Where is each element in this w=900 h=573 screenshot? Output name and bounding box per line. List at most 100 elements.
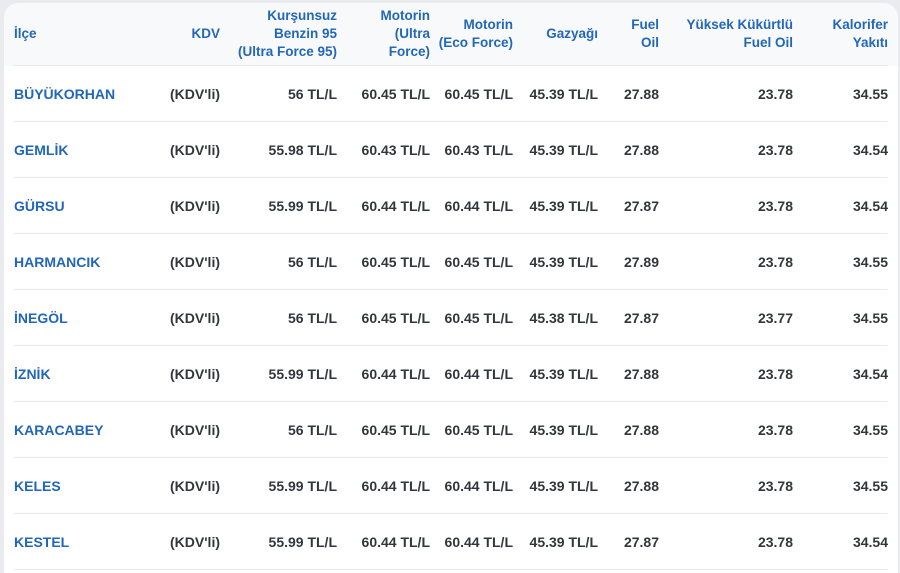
price-cell-yuksek-kukurtlu: 23.78 — [659, 177, 793, 234]
price-cell-kalorifer: 34.54 — [793, 121, 888, 178]
price-cell-motorin-ultra: 60.45 TL/L — [337, 401, 430, 458]
table-header: İlçe KDV Kurşunsuz Benzin 95 (Ultra Force 95… — [14, 3, 888, 66]
price-cell-kalorifer: 34.55 — [793, 401, 888, 458]
price-cell-fuel-oil: 27.88 — [598, 65, 659, 122]
table-row: GÜRSU (KDV'li) 55.99 TL/L 60.44 TL/L 60.… — [14, 177, 888, 234]
column-header-motorin-eco: Motorin (Eco Force) — [430, 3, 513, 66]
column-header-fuel-oil: Fuel Oil — [598, 3, 659, 66]
kdv-cell: (KDV'li) — [164, 233, 220, 290]
price-cell-fuel-oil: 27.88 — [598, 457, 659, 514]
table-header-row: İlçe KDV Kurşunsuz Benzin 95 (Ultra Force 95… — [14, 3, 888, 66]
price-cell-motorin-ultra: 60.44 TL/L — [337, 177, 430, 234]
district-link[interactable]: GEMLİK — [14, 141, 69, 158]
column-header-kdv: KDV — [164, 3, 220, 66]
kdv-cell: (KDV'li) — [164, 457, 220, 514]
price-cell-yuksek-kukurtlu: 23.78 — [659, 457, 793, 514]
district-link[interactable]: KESTEL — [14, 533, 70, 550]
price-cell-fuel-oil: 27.88 — [598, 401, 659, 458]
column-header-gazyagi: Gazyağı — [513, 3, 598, 66]
price-cell-motorin-ultra: 60.45 TL/L — [337, 65, 430, 122]
fuel-table-body: BÜYÜKORHAN (KDV'li) 56 TL/L 60.45 TL/L 6… — [14, 65, 888, 570]
district-link[interactable]: GÜRSU — [14, 197, 65, 214]
price-cell-yuksek-kukurtlu: 23.78 — [659, 65, 793, 122]
price-cell-gazyagi: 45.38 TL/L — [513, 289, 598, 346]
price-cell-yuksek-kukurtlu: 23.78 — [659, 401, 793, 458]
price-cell-gazyagi: 45.39 TL/L — [513, 233, 598, 290]
district-link[interactable]: BÜYÜKORHAN — [14, 85, 116, 102]
table-row: İNEGÖL (KDV'li) 56 TL/L 60.45 TL/L 60.45… — [14, 289, 888, 346]
price-cell-benzin-95: 55.99 TL/L — [220, 177, 337, 234]
price-cell-kalorifer: 34.55 — [793, 65, 888, 122]
price-cell-gazyagi: 45.39 TL/L — [513, 345, 598, 402]
price-cell-motorin-ultra: 60.45 TL/L — [337, 233, 430, 290]
district-cell: BÜYÜKORHAN — [14, 65, 164, 122]
table-row: BÜYÜKORHAN (KDV'li) 56 TL/L 60.45 TL/L 6… — [14, 65, 888, 122]
price-cell-benzin-95: 56 TL/L — [220, 289, 337, 346]
district-link[interactable]: İNEGÖL — [14, 309, 68, 326]
price-cell-yuksek-kukurtlu: 23.78 — [659, 233, 793, 290]
kdv-cell: (KDV'li) — [164, 345, 220, 402]
price-cell-kalorifer: 34.55 — [793, 289, 888, 346]
district-cell: İNEGÖL — [14, 289, 164, 346]
price-cell-motorin-ultra: 60.44 TL/L — [337, 457, 430, 514]
price-cell-motorin-eco: 60.45 TL/L — [430, 65, 513, 122]
kdv-cell: (KDV'li) — [164, 289, 220, 346]
price-cell-motorin-eco: 60.45 TL/L — [430, 233, 513, 290]
price-cell-fuel-oil: 27.88 — [598, 345, 659, 402]
price-cell-motorin-eco: 60.43 TL/L — [430, 121, 513, 178]
district-cell: KESTEL — [14, 513, 164, 570]
price-cell-fuel-oil: 27.87 — [598, 177, 659, 234]
district-cell: HARMANCIK — [14, 233, 164, 290]
price-cell-fuel-oil: 27.87 — [598, 289, 659, 346]
price-cell-motorin-ultra: 60.44 TL/L — [337, 345, 430, 402]
table-row: GEMLİK (KDV'li) 55.98 TL/L 60.43 TL/L 60… — [14, 121, 888, 178]
fuel-price-table: İlçe KDV Kurşunsuz Benzin 95 (Ultra Force 95… — [14, 3, 888, 570]
price-cell-yuksek-kukurtlu: 23.78 — [659, 121, 793, 178]
price-cell-kalorifer: 34.55 — [793, 457, 888, 514]
price-cell-gazyagi: 45.39 TL/L — [513, 121, 598, 178]
column-header-kalorifer: Kalorifer Yakıtı — [793, 3, 888, 66]
district-link[interactable]: KARACABEY — [14, 421, 104, 438]
price-cell-motorin-eco: 60.45 TL/L — [430, 401, 513, 458]
district-link[interactable]: KELES — [14, 477, 61, 494]
fuel-price-table-card: İlçe KDV Kurşunsuz Benzin 95 (Ultra Force 95… — [4, 3, 898, 573]
price-cell-gazyagi: 45.39 TL/L — [513, 513, 598, 570]
district-cell: GÜRSU — [14, 177, 164, 234]
price-cell-fuel-oil: 27.89 — [598, 233, 659, 290]
table-row: İZNİK (KDV'li) 55.99 TL/L 60.44 TL/L 60.… — [14, 345, 888, 402]
column-header-benzin-95: Kurşunsuz Benzin 95 (Ultra Force 95) — [220, 3, 337, 66]
price-cell-benzin-95: 55.98 TL/L — [220, 121, 337, 178]
district-link[interactable]: HARMANCIK — [14, 253, 101, 270]
price-cell-benzin-95: 56 TL/L — [220, 401, 337, 458]
price-cell-yuksek-kukurtlu: 23.78 — [659, 345, 793, 402]
price-cell-motorin-ultra: 60.43 TL/L — [337, 121, 430, 178]
column-header-yuksek-kukurtlu: Yüksek Kükürtlü Fuel Oil — [659, 3, 793, 66]
table-row: KELES (KDV'li) 55.99 TL/L 60.44 TL/L 60.… — [14, 457, 888, 514]
district-cell: İZNİK — [14, 345, 164, 402]
price-cell-kalorifer: 34.54 — [793, 513, 888, 570]
price-cell-gazyagi: 45.39 TL/L — [513, 401, 598, 458]
price-cell-motorin-eco: 60.44 TL/L — [430, 345, 513, 402]
price-cell-benzin-95: 56 TL/L — [220, 65, 337, 122]
table-row: KARACABEY (KDV'li) 56 TL/L 60.45 TL/L 60… — [14, 401, 888, 458]
district-link[interactable]: İZNİK — [14, 365, 51, 382]
price-cell-benzin-95: 56 TL/L — [220, 233, 337, 290]
price-cell-benzin-95: 55.99 TL/L — [220, 513, 337, 570]
table-row: HARMANCIK (KDV'li) 56 TL/L 60.45 TL/L 60… — [14, 233, 888, 290]
kdv-cell: (KDV'li) — [164, 177, 220, 234]
price-cell-kalorifer: 34.55 — [793, 233, 888, 290]
price-cell-gazyagi: 45.39 TL/L — [513, 65, 598, 122]
price-cell-gazyagi: 45.39 TL/L — [513, 457, 598, 514]
column-header-ilce: İlçe — [14, 3, 164, 66]
price-cell-kalorifer: 34.54 — [793, 345, 888, 402]
price-cell-motorin-ultra: 60.45 TL/L — [337, 289, 430, 346]
price-cell-motorin-eco: 60.44 TL/L — [430, 457, 513, 514]
price-cell-benzin-95: 55.99 TL/L — [220, 345, 337, 402]
district-cell: GEMLİK — [14, 121, 164, 178]
price-cell-motorin-eco: 60.45 TL/L — [430, 289, 513, 346]
price-cell-gazyagi: 45.39 TL/L — [513, 177, 598, 234]
column-header-motorin-ultra: Motorin (Ultra Force) — [337, 3, 430, 66]
price-cell-motorin-eco: 60.44 TL/L — [430, 513, 513, 570]
kdv-cell: (KDV'li) — [164, 65, 220, 122]
price-cell-fuel-oil: 27.88 — [598, 121, 659, 178]
